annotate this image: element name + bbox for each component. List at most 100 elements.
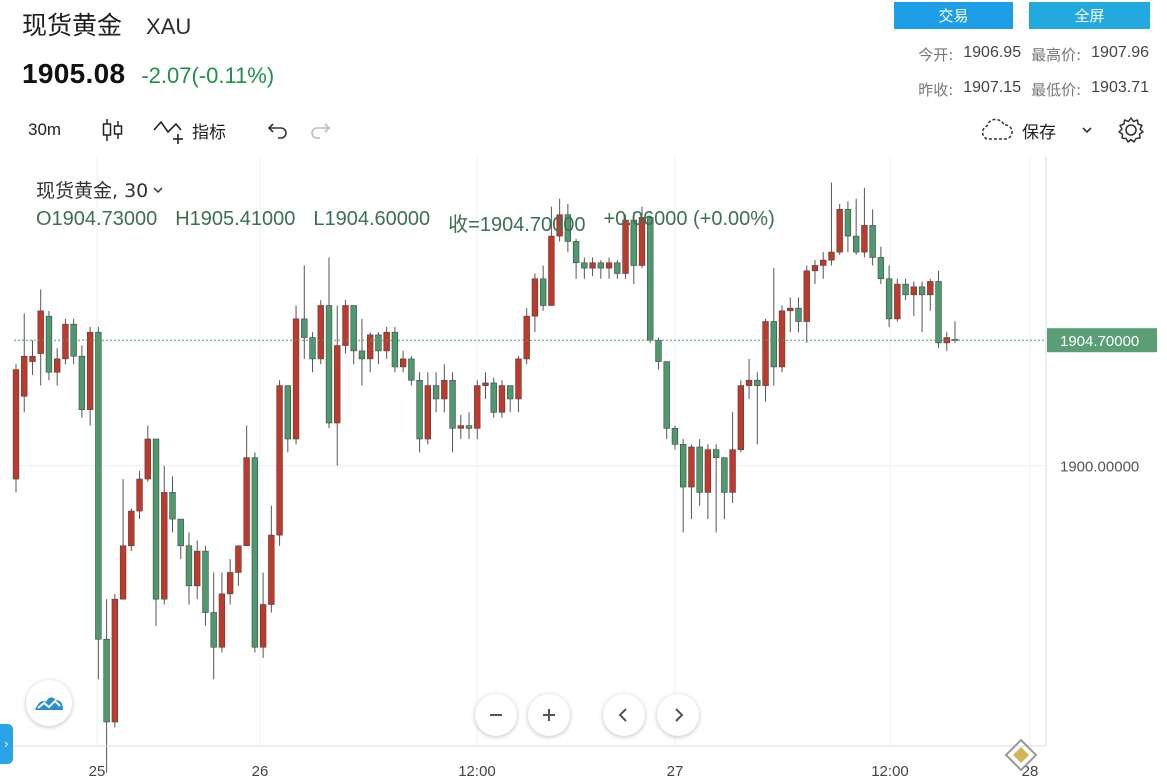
candle-body	[95, 331, 102, 640]
redo-icon	[311, 123, 331, 139]
candle-body	[795, 307, 802, 322]
x-tick-label: 28	[1022, 763, 1039, 780]
candle-body	[251, 457, 259, 648]
candle-body	[655, 339, 662, 362]
chart-logo-button[interactable]	[26, 680, 72, 726]
candle-body	[861, 225, 868, 253]
ohlc-low: L1904.60000	[313, 208, 431, 230]
candle-body	[704, 449, 712, 493]
interval-selector[interactable]: 30m	[28, 120, 62, 139]
candle-body	[367, 334, 374, 360]
mountain-logo-icon	[35, 697, 63, 710]
high-value: 1907.96	[1091, 44, 1149, 61]
candle-body	[309, 337, 316, 360]
candle-body	[177, 518, 184, 547]
candle-body	[885, 278, 893, 320]
y-tick-label: 1900.00000	[1060, 459, 1139, 476]
candle-body	[556, 214, 563, 237]
candle-body	[54, 358, 61, 373]
candle-body	[226, 572, 234, 595]
candle-body	[465, 425, 473, 429]
candle-body	[803, 270, 810, 322]
candle-body	[927, 281, 934, 296]
instrument-title: 现货黄金	[22, 11, 123, 40]
candle-body	[292, 318, 300, 440]
candle-body	[696, 446, 703, 493]
candle-body	[935, 281, 942, 344]
low-value: 1903.71	[1091, 79, 1149, 96]
candle-body	[680, 444, 687, 488]
candle-body	[342, 305, 349, 346]
last-price: 1905.08	[22, 58, 126, 89]
candle-body	[523, 315, 530, 360]
candle-body	[589, 262, 596, 269]
candle-body	[474, 385, 481, 429]
scroll-right-button[interactable]	[657, 694, 699, 736]
zoom-out-button[interactable]	[475, 694, 517, 736]
candle-body	[778, 310, 786, 368]
chevron-right-icon: ›	[4, 737, 9, 751]
chevron-right-icon	[675, 708, 684, 722]
candle-body	[161, 492, 168, 600]
settings-button[interactable]	[1116, 112, 1146, 148]
last-price-tag-label: 1904.70000	[1060, 333, 1139, 350]
candle-body	[12, 369, 20, 480]
candle-body	[235, 545, 242, 573]
save-menu-button[interactable]	[1080, 112, 1094, 148]
watermark-logo	[1004, 738, 1038, 772]
gear-icon	[1118, 117, 1144, 143]
low-label: 最低价:	[1031, 81, 1082, 99]
ohlc-change: +0.06000 (+0.00%)	[603, 208, 775, 230]
save-button[interactable]: 保存	[978, 112, 1056, 148]
price-chart[interactable]: 1904.70000 1900.00000 25 26 12:00 27 12:00 28	[0, 156, 1167, 784]
candle-body	[852, 235, 860, 253]
chevron-left-icon	[618, 708, 627, 722]
candle-body	[325, 305, 333, 424]
candle-body	[45, 315, 53, 373]
indicators-button[interactable]: 指标	[152, 112, 226, 148]
candle-type-button[interactable]	[100, 112, 124, 148]
candle-body	[828, 251, 835, 261]
open-label: 今开:	[918, 46, 954, 64]
fullscreen-button[interactable]: 全屏	[1029, 2, 1150, 29]
candle-body	[721, 457, 728, 493]
indicators-icon	[153, 120, 183, 144]
candle-body	[531, 278, 539, 317]
x-tick-label: 12:00	[458, 763, 496, 780]
redo-button[interactable]	[308, 112, 332, 148]
candle-body	[276, 385, 283, 536]
candle-body	[754, 379, 761, 386]
prev-close-label: 昨收:	[918, 81, 954, 99]
zoom-in-button[interactable]	[528, 694, 570, 736]
series-legend[interactable]: 现货黄金, 30	[36, 176, 164, 203]
price-change: -2.07(-0.11%)	[141, 63, 275, 88]
candle-body	[29, 355, 36, 362]
diamond-logo-icon	[1004, 738, 1038, 772]
prev-close-value: 1907.15	[963, 79, 1022, 96]
ohlc-readout: O1904.73000 H1905.41000 L1904.60000 收=19…	[36, 208, 775, 237]
ohlc-close: 收=1904.70000	[448, 214, 586, 236]
minus-icon	[490, 714, 502, 716]
candle-body	[350, 305, 357, 352]
candle-body	[152, 438, 160, 600]
candle-body	[111, 598, 119, 723]
candle-body	[515, 358, 522, 400]
undo-button[interactable]	[266, 112, 290, 148]
candle-body	[630, 219, 637, 266]
trade-button[interactable]: 交易	[894, 2, 1013, 29]
candle-body	[383, 331, 390, 352]
x-tick-label: 27	[667, 763, 684, 780]
candle-body	[787, 307, 794, 312]
candle-body	[144, 438, 151, 480]
candle-body	[358, 350, 366, 360]
scroll-left-button[interactable]	[603, 694, 645, 736]
candle-body	[745, 379, 753, 386]
sidebar-toggle[interactable]: ›	[0, 724, 13, 764]
series-name: 现货黄金, 30	[36, 180, 149, 202]
candle-body	[498, 385, 506, 413]
x-tick-label: 25	[89, 763, 106, 780]
instrument-symbol: XAU	[146, 14, 192, 39]
price-axis: 1904.70000 1900.00000	[1047, 328, 1157, 476]
candle-body	[737, 385, 745, 450]
candle-body	[449, 379, 456, 429]
